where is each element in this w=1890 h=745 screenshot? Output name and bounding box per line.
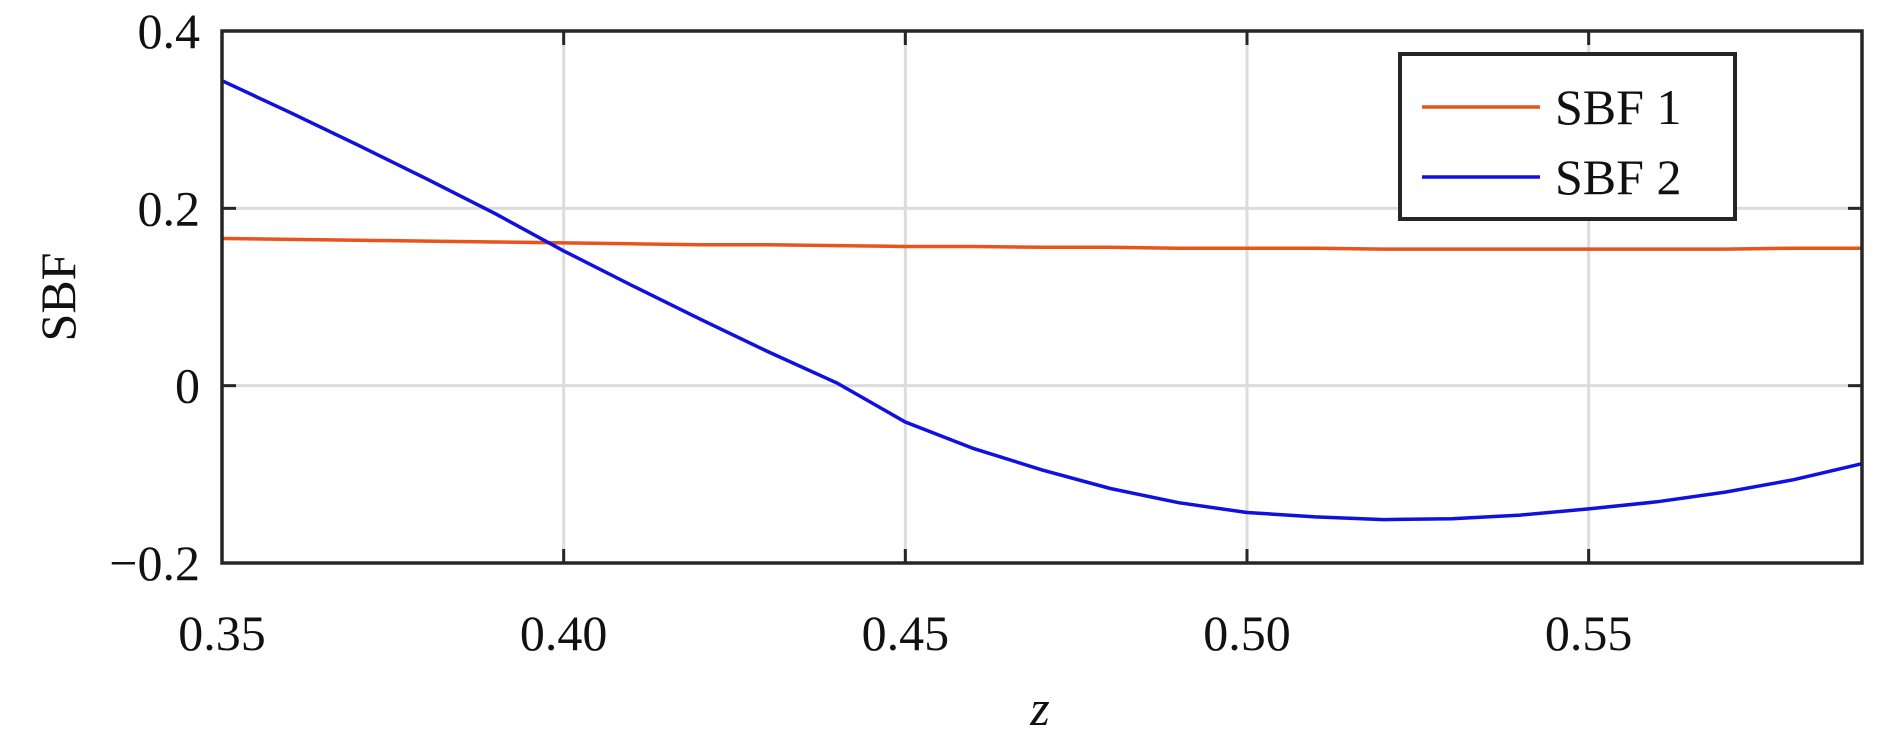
plot-frame [220, 29, 1864, 565]
legend-label: SBF 1 [1555, 79, 1681, 135]
y-tick-label: 0 [175, 358, 200, 414]
x-tick-label: 0.55 [1545, 605, 1633, 661]
series-line [221, 79, 1863, 522]
x-axis-label: z [1029, 680, 1049, 736]
x-tick-label: 0.45 [862, 605, 950, 661]
y-tick-label: 0.4 [138, 3, 201, 59]
legend-label: SBF 2 [1555, 149, 1681, 205]
legend-box [1398, 52, 1737, 221]
legend: SBF 1 SBF 2 [1398, 52, 1737, 221]
x-tick-label: 0.35 [178, 605, 266, 661]
x-tick-label: 0.40 [520, 605, 608, 661]
x-tick-label: 0.50 [1203, 605, 1291, 661]
series-line [221, 236, 1862, 251]
y-axis-label: SBF [30, 253, 86, 342]
y-tick-label: 0.2 [138, 180, 201, 236]
y-tick-label: −0.2 [109, 535, 200, 591]
